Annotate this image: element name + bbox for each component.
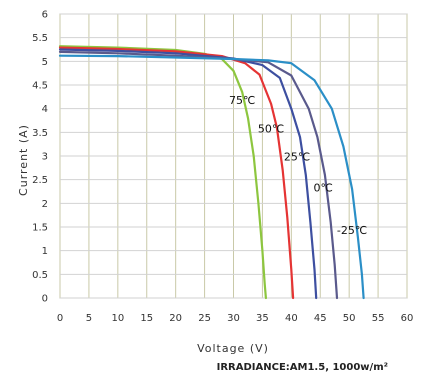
x-tick-label: 60 bbox=[401, 313, 414, 324]
y-tick-label: 0.5 bbox=[32, 270, 48, 281]
x-tick-label: 55 bbox=[372, 313, 385, 324]
curves bbox=[58, 45, 365, 300]
x-axis-title: Voltage (V) bbox=[197, 342, 269, 355]
y-tick-label: 4.5 bbox=[32, 81, 48, 92]
series-label: 25℃ bbox=[284, 151, 310, 164]
series-line bbox=[58, 54, 365, 300]
series-label: -25℃ bbox=[337, 224, 367, 237]
y-tick-label: 2.5 bbox=[32, 175, 48, 186]
tick-labels: 0 5 10 15 20 25 30 35 40 45 50 55 6000.511.522.533.5… bbox=[32, 10, 413, 325]
y-tick-label: 3 bbox=[42, 152, 48, 163]
series-label: 50℃ bbox=[258, 122, 284, 135]
x-tick-label: 30 bbox=[227, 313, 240, 324]
x-tick-label: 50 bbox=[343, 313, 356, 324]
x-tick-label: 10 bbox=[111, 313, 124, 324]
y-tick-label: 6 bbox=[42, 10, 48, 21]
series-line bbox=[58, 46, 295, 300]
x-tick-label: 35 bbox=[256, 313, 269, 324]
series-line bbox=[58, 50, 339, 300]
x-tick-label: 45 bbox=[314, 313, 327, 324]
grid bbox=[59, 13, 408, 299]
x-tick-label: 40 bbox=[285, 313, 298, 324]
x-tick-label: 25 bbox=[198, 313, 211, 324]
curve-labels: 75℃ 50℃ 25℃ 0℃ -25℃ bbox=[229, 94, 367, 237]
y-tick-label: 3.5 bbox=[32, 128, 48, 139]
y-tick-label: 5 bbox=[42, 57, 48, 68]
series-label: 0℃ bbox=[313, 182, 332, 195]
irradiance-annotation: IRRADIANCE:AM1.5, 1000w/m² bbox=[217, 362, 388, 373]
series-line bbox=[58, 45, 267, 300]
y-axis-title: Current (A) bbox=[17, 124, 30, 196]
series-label: 75℃ bbox=[229, 94, 255, 107]
x-tick-label: 0 bbox=[57, 313, 63, 324]
x-tick-label: 15 bbox=[140, 313, 153, 324]
y-tick-label: 2 bbox=[42, 199, 48, 210]
series-line bbox=[58, 48, 318, 300]
x-tick-label: 20 bbox=[169, 313, 182, 324]
y-tick-label: 5.5 bbox=[32, 33, 48, 44]
y-tick-label: 4 bbox=[42, 104, 48, 115]
x-tick-label: 5 bbox=[86, 313, 92, 324]
y-tick-label: 1 bbox=[42, 246, 48, 257]
y-tick-label: 0 bbox=[42, 294, 48, 305]
y-tick-label: 1.5 bbox=[32, 223, 48, 234]
